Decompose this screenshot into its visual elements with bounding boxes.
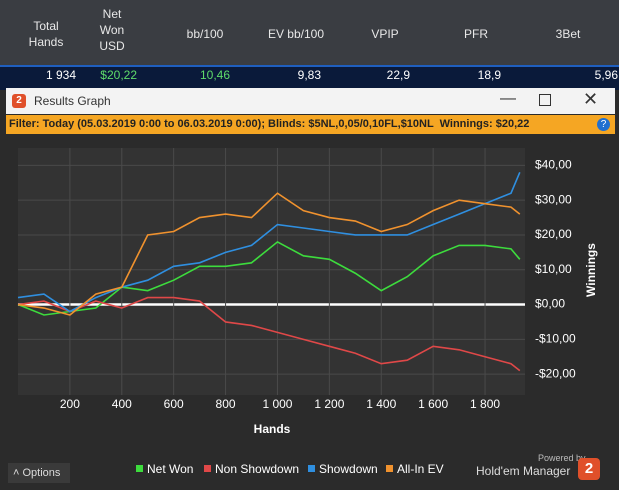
plot-area <box>18 148 525 395</box>
brand-logo: 2 <box>578 458 600 480</box>
x-tick-label: 1 200 <box>314 397 344 411</box>
x-tick-label: 1 800 <box>470 397 500 411</box>
legend-swatch <box>386 465 393 472</box>
legend-label: Showdown <box>319 462 378 476</box>
y-tick-label: $10,00 <box>535 262 572 276</box>
y-tick-label: $20,00 <box>535 227 572 241</box>
y-tick-label: -$10,00 <box>535 332 576 346</box>
minimize[interactable]: — <box>500 90 516 107</box>
x-tick-label: 1 600 <box>418 397 448 411</box>
column-header: 3Bet <box>555 27 581 41</box>
legend-swatch <box>204 465 211 472</box>
close[interactable]: ✕ <box>583 89 599 109</box>
series-line <box>17 296 521 372</box>
powered-by: Powered by <box>538 453 586 463</box>
cell: 9,83 <box>297 68 321 82</box>
column-header: PFR <box>464 27 488 41</box>
column-header: Total Hands <box>28 19 64 49</box>
legend-label: All-In EV <box>397 462 444 476</box>
series-line <box>17 192 521 316</box>
legend-swatch <box>136 465 143 472</box>
options-label: Options <box>22 467 61 479</box>
y-axis-label: Winnings <box>584 243 598 297</box>
cell: 18,9 <box>477 68 501 82</box>
legend-swatch <box>308 465 315 472</box>
column-header: Net Won USD <box>99 7 125 53</box>
help[interactable]: ? <box>597 118 610 131</box>
x-tick-label: 600 <box>164 397 184 411</box>
table-row <box>0 65 619 90</box>
cell: 5,96 <box>594 68 618 82</box>
y-tick-label: $30,00 <box>535 192 572 206</box>
brand: Hold'em Manager <box>476 464 571 478</box>
table-header <box>0 0 619 65</box>
cell: $20,22 <box>100 68 137 82</box>
cell: 10,46 <box>199 68 230 82</box>
x-tick-label: 800 <box>216 397 236 411</box>
legend-label: Net Won <box>147 462 193 476</box>
column-header: VPIP <box>371 27 399 41</box>
x-tick-label: 1 000 <box>262 397 292 411</box>
x-tick-label: 400 <box>112 397 132 411</box>
column-header: EV bb/100 <box>267 27 325 41</box>
filter-text: Filter: Today (05.03.2019 0:00 to 06.03.… <box>9 118 530 130</box>
x-tick-label: 200 <box>60 397 80 411</box>
x-tick-label: 1 400 <box>366 397 396 411</box>
filter-bar: Filter: Today (05.03.2019 0:00 to 06.03.… <box>6 115 615 134</box>
title-bar: 2 Results Graph — ✕ <box>6 88 615 114</box>
y-tick-label: $40,00 <box>535 158 572 172</box>
legend-label: Non Showdown <box>215 462 299 476</box>
x-axis-label: Hands <box>254 422 291 436</box>
cell: 22,9 <box>386 68 410 82</box>
maximize[interactable] <box>539 94 551 106</box>
cell: 1 934 <box>45 68 76 82</box>
window-title: Results Graph <box>34 94 111 108</box>
column-header: bb/100 <box>186 27 224 41</box>
y-tick-label: $0,00 <box>535 297 565 311</box>
options-button[interactable]: ˄ Options <box>8 463 70 483</box>
series-line <box>17 240 521 316</box>
series-line <box>17 172 521 313</box>
app-icon: 2 <box>12 94 26 108</box>
y-tick-label: -$20,00 <box>535 366 576 380</box>
